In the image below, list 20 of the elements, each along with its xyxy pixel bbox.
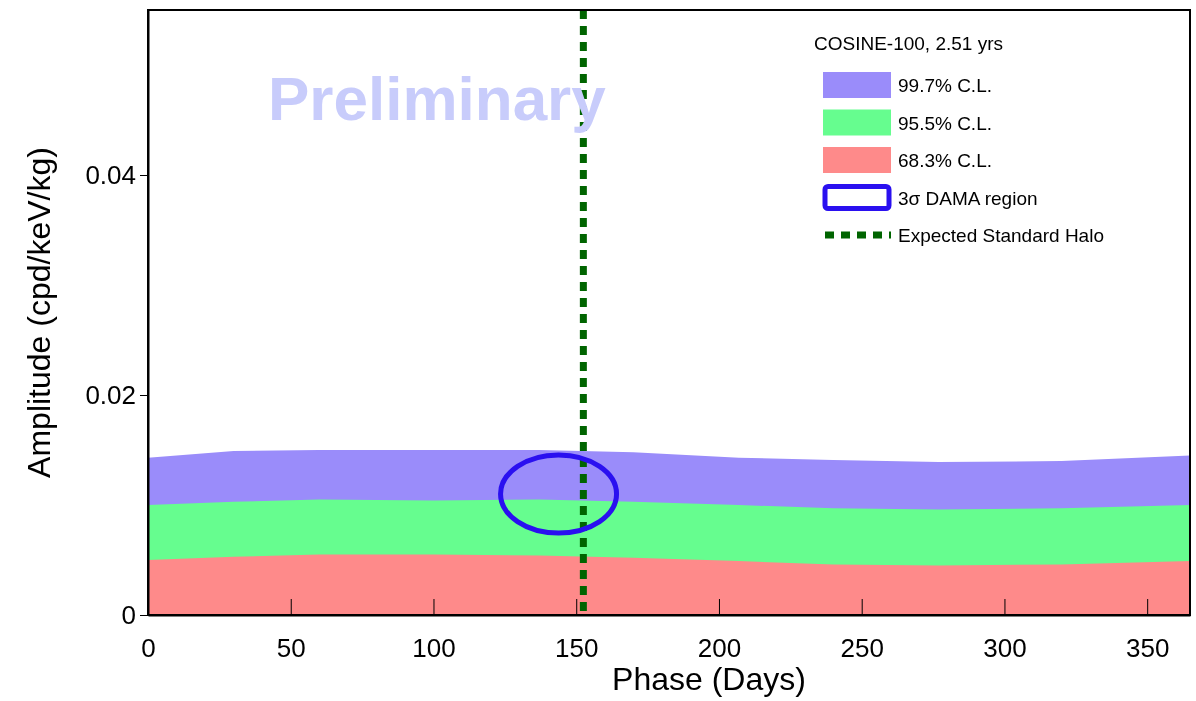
x-tick-label: 250 [840, 633, 884, 664]
x-tick-label: 100 [412, 633, 456, 664]
y-tick-label: 0.04 [85, 159, 136, 190]
x-tick-label: 50 [276, 633, 306, 664]
annotation: Preliminary [268, 64, 607, 133]
legend-label: 95.5% C.L. [898, 112, 992, 134]
x-tick-label: 200 [697, 633, 742, 664]
x-tick-label: 350 [1125, 633, 1170, 664]
legend-label: 68.3% C.L. [898, 150, 992, 171]
y-axis-title: Amplitude (cpd/keV/kg) [21, 147, 57, 478]
legend-title: COSINE-100, 2.51 yrs [814, 33, 1004, 54]
legend-label: 99.7% C.L. [898, 75, 992, 96]
x-axis-title: Phase (Days) [612, 661, 806, 697]
x-tick-label: 300 [983, 633, 1027, 664]
annotation: 3σ DAMA region [898, 187, 1038, 209]
x-tick-label: 150 [555, 633, 599, 664]
x-tick-label: 0 [141, 633, 156, 664]
annotation: Expected Standard Halo [898, 225, 1104, 246]
y-tick-label: 0.02 [85, 379, 136, 410]
y-tick-label: 0 [121, 599, 136, 630]
